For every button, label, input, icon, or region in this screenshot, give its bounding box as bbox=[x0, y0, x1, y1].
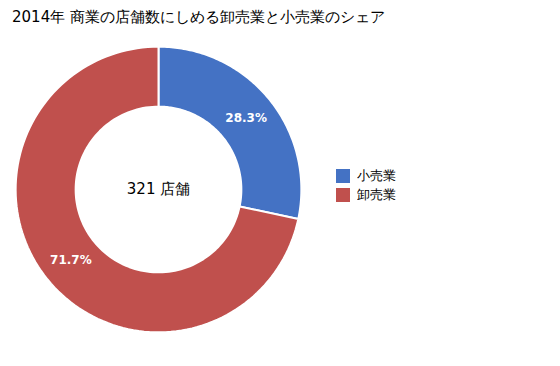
html-text:卸売業: 卸売業 bbox=[356, 186, 396, 202]
svg-text:321 店舗: 321 店舗 bbox=[127, 180, 190, 198]
svg-text:28.3%: 28.3% bbox=[225, 111, 267, 125]
html-text:小売業: 小売業 bbox=[356, 167, 396, 183]
html-text:2014年 商業の店舗数にしめる卸売業と小売業のシェア: 2014年 商業の店舗数にしめる卸売業と小売業のシェア bbox=[12, 8, 385, 26]
svg-text:71.7%: 71.7% bbox=[50, 253, 92, 267]
